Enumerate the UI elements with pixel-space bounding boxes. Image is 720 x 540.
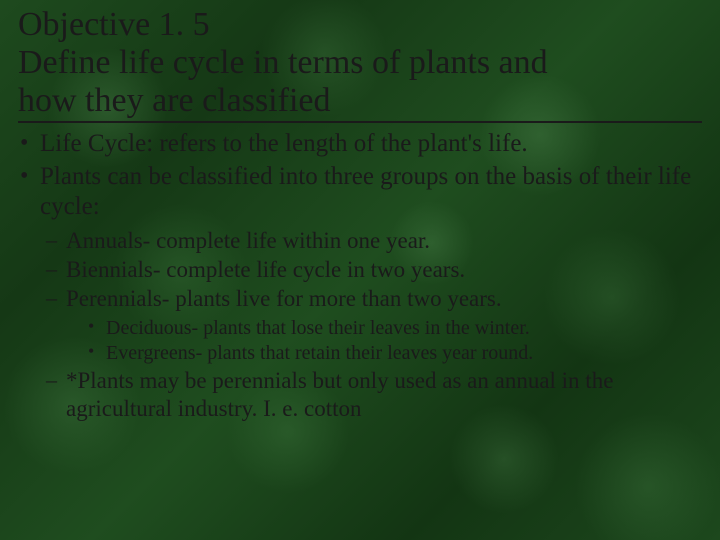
title-line-1: Objective 1. 5 bbox=[18, 6, 702, 44]
bullet-list-level1: Life Cycle: refers to the length of the … bbox=[18, 129, 702, 423]
list-item: Perennials- plants live for more than tw… bbox=[46, 285, 702, 366]
list-item: Evergreens- plants that retain their lea… bbox=[88, 341, 702, 365]
bullet-list-level2: Annuals- complete life within one year. … bbox=[46, 227, 702, 423]
bullet-text: Evergreens- plants that retain their lea… bbox=[106, 342, 533, 364]
bullet-text: Annuals- complete life within one year. bbox=[66, 228, 430, 253]
title-line-2: Define life cycle in terms of plants and bbox=[18, 44, 702, 82]
list-item: Annuals- complete life within one year. bbox=[46, 227, 702, 255]
list-item: Deciduous- plants that lose their leaves… bbox=[88, 316, 702, 340]
bullet-text: Deciduous- plants that lose their leaves… bbox=[106, 317, 530, 339]
bullet-list-level3: Deciduous- plants that lose their leaves… bbox=[88, 316, 702, 366]
bullet-text: Perennials- plants live for more than tw… bbox=[66, 286, 502, 311]
bullet-text: Life Cycle: refers to the length of the … bbox=[40, 130, 528, 157]
list-item: *Plants may be perennials but only used … bbox=[46, 367, 702, 423]
slide-title: Objective 1. 5 Define life cycle in term… bbox=[18, 6, 702, 123]
list-item: Life Cycle: refers to the length of the … bbox=[18, 129, 702, 160]
title-line-3: how they are classified bbox=[18, 82, 702, 123]
list-item: Plants can be classified into three grou… bbox=[18, 162, 702, 423]
slide-content: Objective 1. 5 Define life cycle in term… bbox=[0, 0, 720, 435]
bullet-text: *Plants may be perennials but only used … bbox=[66, 368, 613, 421]
list-item: Biennials- complete life cycle in two ye… bbox=[46, 256, 702, 284]
bullet-text: Biennials- complete life cycle in two ye… bbox=[66, 257, 465, 282]
bullet-text: Plants can be classified into three grou… bbox=[40, 163, 691, 221]
